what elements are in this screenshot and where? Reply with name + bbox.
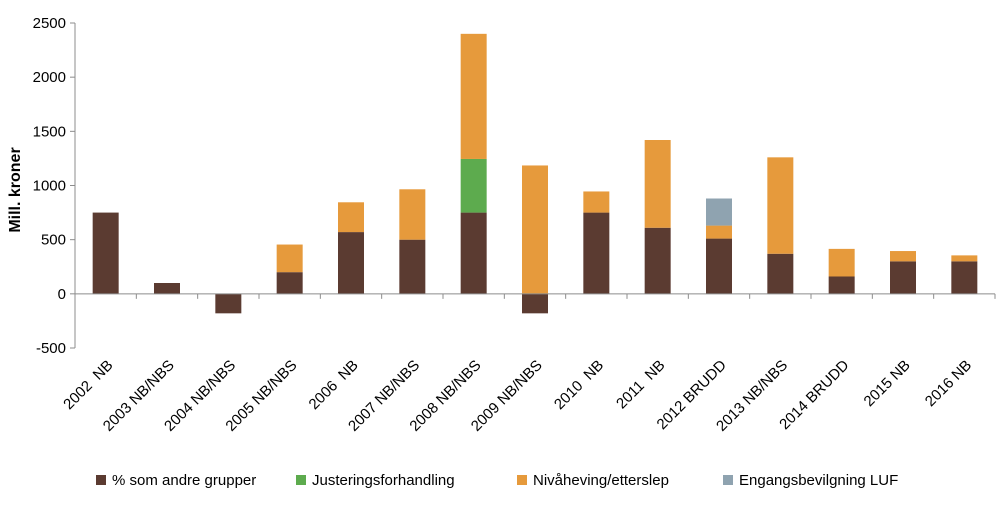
- x-tick-label: 2015 NB: [861, 357, 914, 410]
- bar-segment: [460, 212, 487, 294]
- y-tick-labels: -500 0 500 1000 1500 2000 2500: [33, 15, 66, 357]
- bar-segment: [706, 238, 732, 294]
- bars: [92, 33, 978, 314]
- bar-segment: [828, 248, 855, 277]
- legend-label: Engangsbevilgning LUF: [739, 472, 898, 489]
- y-tick-label: -500: [36, 340, 66, 357]
- legend-label: Nivåheving/etterslep: [533, 472, 669, 489]
- bar-segment: [460, 158, 487, 213]
- x-tick-label: 2016 NB: [922, 357, 975, 410]
- legend-swatch: [723, 475, 733, 485]
- y-tick-label: 1000: [33, 178, 66, 195]
- bar-segment: [583, 212, 610, 294]
- bar-segment: [92, 212, 119, 294]
- bar-segment: [399, 189, 426, 240]
- bar-segment: [644, 227, 671, 294]
- bar-segment: [215, 293, 242, 314]
- legend-label: Justeringsforhandling: [312, 472, 455, 489]
- y-tick-label: 2500: [33, 15, 66, 32]
- bar-segment: [951, 261, 978, 294]
- legend-swatch: [96, 475, 106, 485]
- y-tick-label: 0: [58, 286, 66, 303]
- x-tick-label: 2010 NB: [551, 357, 607, 413]
- bar-segment: [890, 261, 916, 294]
- y-tick-label: 2000: [33, 69, 66, 86]
- bar-segment: [276, 244, 303, 273]
- bar-segment: [644, 140, 671, 228]
- x-tick-label: 2006 NB: [306, 357, 362, 413]
- x-tick-label: 2002 NB: [60, 357, 116, 413]
- legend-swatch: [296, 475, 306, 485]
- bar-segment: [522, 165, 548, 294]
- bar-segment: [399, 239, 426, 294]
- bar-segment: [706, 225, 732, 239]
- x-tick-label: 2011 NB: [613, 357, 668, 412]
- legend: % som andre grupper Justeringsforhandling…: [96, 472, 898, 489]
- bar-segment: [767, 157, 794, 254]
- bar-segment: [951, 255, 978, 262]
- y-tick-marks: [70, 22, 996, 349]
- legend-label: % som andre grupper: [112, 472, 256, 489]
- legend-swatch: [517, 475, 527, 485]
- bar-segment: [460, 33, 487, 159]
- bar-segment: [338, 202, 364, 233]
- bar-segment: [154, 283, 180, 294]
- bar-segment: [276, 272, 303, 294]
- bar-segment: [583, 191, 610, 213]
- bar-segment: [828, 276, 855, 294]
- y-axis-label: Mill. kroner: [7, 147, 24, 232]
- bar-segment: [767, 253, 794, 294]
- bar-segment: [890, 251, 916, 262]
- bar-segment: [706, 198, 732, 226]
- y-tick-label: 500: [41, 232, 66, 249]
- bar-segment: [522, 293, 548, 314]
- bar-segment: [338, 232, 364, 294]
- y-tick-label: 1500: [33, 123, 66, 140]
